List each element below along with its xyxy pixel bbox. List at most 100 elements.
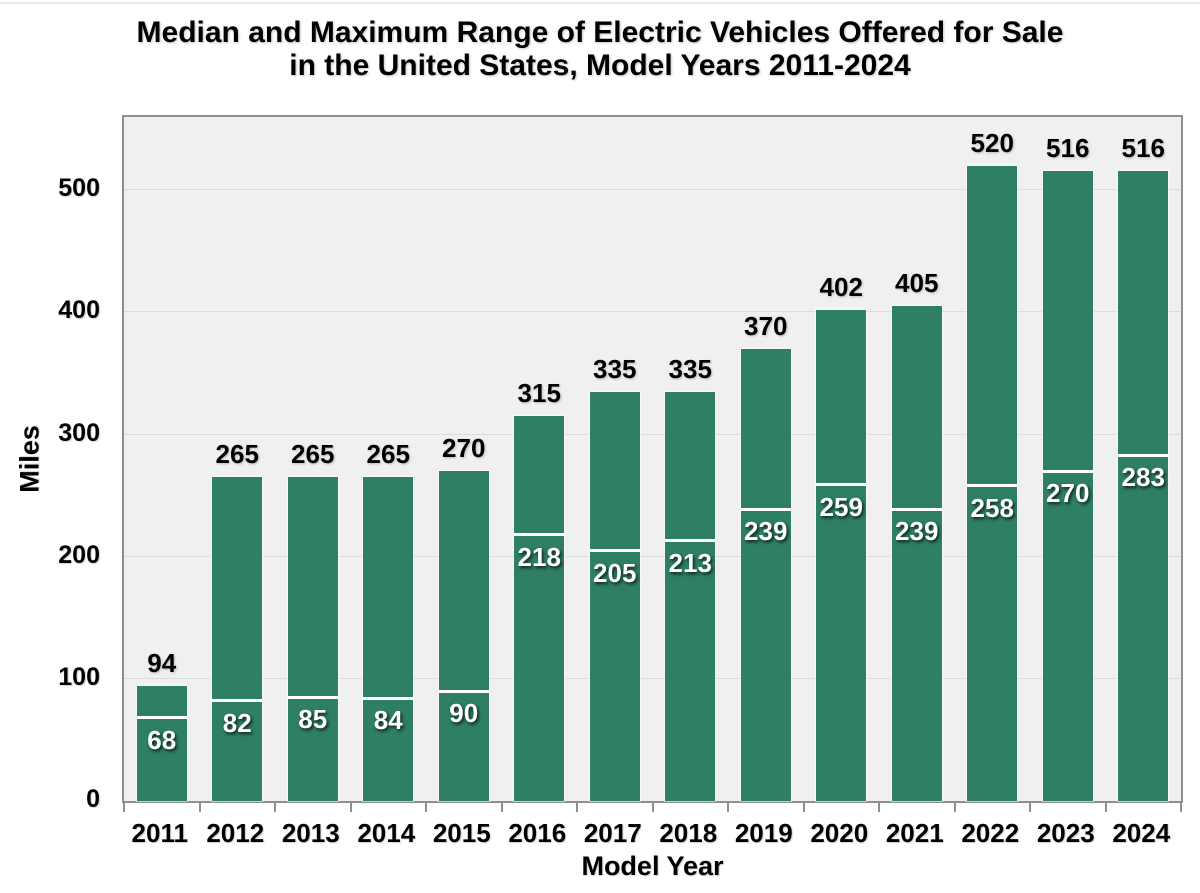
max-value-label-2013: 265 xyxy=(291,439,335,470)
x-axis-tick xyxy=(349,801,352,812)
bar-group-2019: 370 239 xyxy=(728,117,804,801)
gridline-100 xyxy=(124,677,1181,679)
x-tick-label-2017: 2017 xyxy=(583,818,642,848)
x-axis-tick xyxy=(198,801,201,812)
max-range-bar-2017: 205 xyxy=(589,391,640,801)
median-line-2016 xyxy=(514,533,565,537)
bar-group-2023: 516 270 xyxy=(1030,117,1106,801)
x-tick-label-2015: 2015 xyxy=(432,818,491,848)
bar-group-2016: 315 218 xyxy=(502,117,578,801)
bar-group-2021: 405 239 xyxy=(879,117,955,801)
bar-group-2020: 402 259 xyxy=(804,117,880,801)
max-range-bar-2011: 68 xyxy=(136,686,187,801)
bar-group-2013: 265 85 xyxy=(275,117,351,801)
x-axis-tick xyxy=(500,801,503,812)
plot-area: 94 68 265 82 265 85 265 84 270 90 315 218 335 205 335 2… xyxy=(122,115,1183,812)
x-axis-tick xyxy=(727,801,729,812)
bar-group-2018: 335 213 xyxy=(653,117,729,801)
x-tick-label-2024: 2024 xyxy=(1112,818,1171,848)
gridline-300 xyxy=(124,433,1181,435)
median-value-label-2013: 85 xyxy=(298,704,328,735)
y-tick-label-300: 300 xyxy=(58,418,100,447)
y-tick-label-0: 0 xyxy=(86,785,100,813)
max-range-bar-2019: 239 xyxy=(740,349,791,801)
max-value-label-2011: 94 xyxy=(147,648,177,679)
median-value-label-2011: 68 xyxy=(147,724,177,755)
y-tick-label-500: 500 xyxy=(58,174,100,203)
x-tick-label-2018: 2018 xyxy=(659,818,718,848)
median-value-label-2015: 90 xyxy=(449,698,479,729)
max-value-label-2016: 315 xyxy=(517,378,561,409)
chart-title-line-2: in the United States, Model Years 2011-2… xyxy=(289,49,911,82)
chart-title: Median and Maximum Range of Electric Veh… xyxy=(0,16,1200,82)
max-value-label-2014: 265 xyxy=(366,439,410,470)
y-axis-tick-labels: 0 100 200 300 400 500 xyxy=(0,115,100,813)
max-value-label-2024: 516 xyxy=(1121,132,1165,163)
x-tick-label-2014: 2014 xyxy=(357,818,416,848)
median-value-label-2016: 218 xyxy=(517,541,561,572)
x-tick-label-2022: 2022 xyxy=(961,818,1020,848)
x-axis-tick xyxy=(274,801,276,812)
bar-group-2015: 270 90 xyxy=(426,117,502,801)
bar-group-2014: 265 84 xyxy=(351,117,427,801)
bar-group-2012: 265 82 xyxy=(200,117,276,801)
bar-group-2022: 520 258 xyxy=(955,117,1031,801)
x-axis-tick xyxy=(1180,801,1182,812)
median-value-label-2020: 259 xyxy=(819,491,863,522)
max-range-bar-2022: 258 xyxy=(967,165,1018,801)
top-divider xyxy=(0,2,1200,4)
y-tick-label-400: 400 xyxy=(58,296,100,325)
x-axis-tick xyxy=(425,801,427,812)
x-tick-label-2012: 2012 xyxy=(206,818,265,848)
median-value-label-2022: 258 xyxy=(970,492,1014,523)
y-tick-label-200: 200 xyxy=(58,540,100,569)
max-value-label-2022: 520 xyxy=(970,127,1014,158)
max-value-label-2018: 335 xyxy=(668,353,712,384)
max-value-label-2015: 270 xyxy=(442,433,486,464)
x-tick-label-2020: 2020 xyxy=(810,818,869,848)
x-tick-label-2016: 2016 xyxy=(508,818,567,848)
x-axis-tick xyxy=(576,801,578,812)
median-line-2017 xyxy=(589,549,640,553)
median-value-label-2014: 84 xyxy=(373,705,403,736)
x-tick-label-2013: 2013 xyxy=(281,818,340,848)
gridline-200 xyxy=(124,555,1181,557)
x-axis-tick xyxy=(123,801,125,812)
median-line-2021 xyxy=(891,507,942,511)
x-tick-label-2011: 2011 xyxy=(131,818,188,848)
max-range-bar-2023: 270 xyxy=(1042,170,1093,801)
median-line-2011 xyxy=(136,716,187,720)
max-range-bar-2018: 213 xyxy=(665,391,716,801)
y-tick-label-100: 100 xyxy=(58,662,100,691)
x-axis-tick xyxy=(651,801,654,812)
x-axis-tick-labels: 2011 2012 2013 2014 2015 2016 2017 2018 2019 2020… xyxy=(122,818,1183,850)
max-value-label-2021: 405 xyxy=(895,268,939,299)
x-axis-title: Model Year xyxy=(581,851,724,881)
median-line-2013 xyxy=(287,695,338,699)
x-axis-tick xyxy=(802,801,805,812)
x-tick-label-2023: 2023 xyxy=(1036,818,1095,848)
max-range-bar-2016: 218 xyxy=(514,416,565,801)
median-value-label-2019: 239 xyxy=(744,516,788,547)
max-range-bar-2014: 84 xyxy=(363,477,414,801)
max-value-label-2017: 335 xyxy=(593,353,637,384)
median-value-label-2012: 82 xyxy=(222,707,252,738)
median-line-2024 xyxy=(1118,453,1169,457)
max-range-bar-2015: 90 xyxy=(438,471,489,801)
median-line-2014 xyxy=(363,696,414,700)
x-tick-label-2021: 2021 xyxy=(885,818,944,848)
max-range-bar-2021: 239 xyxy=(891,306,942,801)
x-tick-label-2019: 2019 xyxy=(734,818,793,848)
x-axis-tick xyxy=(953,801,956,812)
gridline-400 xyxy=(124,311,1181,313)
max-value-label-2020: 402 xyxy=(819,272,863,302)
x-axis-tick xyxy=(1104,801,1107,812)
median-line-2022 xyxy=(967,484,1018,488)
median-value-label-2023: 270 xyxy=(1046,478,1090,509)
median-line-2018 xyxy=(665,539,716,543)
max-range-bar-2013: 85 xyxy=(287,477,338,801)
median-value-label-2017: 205 xyxy=(593,557,637,588)
median-line-2015 xyxy=(438,689,489,693)
max-value-label-2023: 516 xyxy=(1046,132,1090,163)
